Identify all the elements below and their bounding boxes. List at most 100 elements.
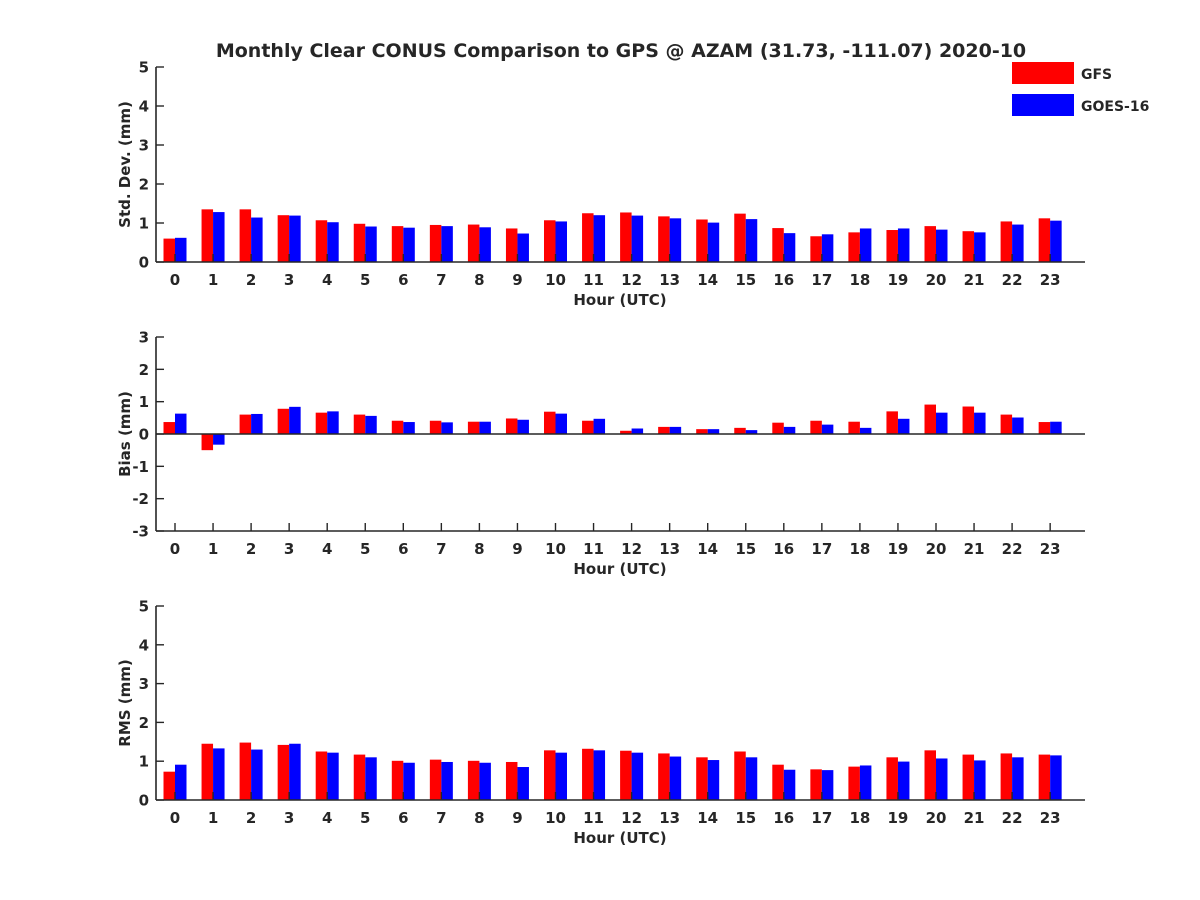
figure-title: Monthly Clear CONUS Comparison to GPS @ … [216, 40, 1026, 62]
bias-x-tick-label: 18 [849, 540, 870, 558]
std-dev-bar-goes16-21 [974, 232, 986, 262]
bias-bar-goes16-4 [327, 411, 339, 434]
rms-bar-gfs-1 [201, 743, 214, 800]
std-dev-bar-gfs-23 [1038, 218, 1051, 262]
std-dev-bar-gfs-17 [810, 236, 822, 262]
std-dev-bar-gfs-8 [467, 224, 480, 262]
rms-x-tick-label: 4 [322, 809, 332, 827]
rms-x-tick-label: 5 [360, 809, 370, 827]
rms-x-tick-label: 16 [773, 809, 794, 827]
bias-bar-goes16-22 [1012, 417, 1024, 434]
bias-bar-goes16-20 [936, 412, 948, 434]
rms-bar-gfs-9 [505, 761, 518, 800]
rms-bar-gfs-15 [734, 751, 746, 800]
std-dev-x-tick-label: 2 [246, 271, 256, 289]
rms-bar-gfs-23 [1038, 754, 1051, 800]
std-dev-x-tick-label: 18 [849, 271, 870, 289]
rms-bar-goes16-18 [859, 765, 872, 800]
std-dev-x-tick-label: 4 [322, 271, 332, 289]
bias-x-tick-label: 3 [284, 540, 294, 558]
rms-bar-goes16-7 [441, 761, 453, 800]
std-dev-x-tick-label: 8 [474, 271, 484, 289]
std-dev-bar-goes16-6 [403, 227, 415, 262]
rms-x-tick-label: 11 [583, 809, 604, 827]
bias-bar-goes16-23 [1050, 421, 1062, 434]
std-dev-bar-gfs-21 [962, 231, 975, 262]
rms-bar-gfs-20 [924, 750, 936, 800]
bias-bar-gfs-15 [734, 427, 746, 434]
bias-y-axis-label: Bias (mm) [116, 391, 134, 477]
std-dev-bar-goes16-9 [517, 233, 529, 262]
rms-bar-goes16-16 [783, 769, 796, 800]
bias-bar-gfs-3 [277, 408, 290, 434]
rms-x-tick-label: 1 [208, 809, 218, 827]
bias-x-tick-label: 17 [811, 540, 832, 558]
rms-bar-goes16-10 [555, 752, 567, 800]
std-dev-bar-goes16-8 [479, 227, 491, 262]
std-dev-bar-goes16-19 [897, 228, 910, 262]
bias-x-tick-label: 21 [964, 540, 985, 558]
std-dev-y-tick-label: 5 [139, 59, 149, 77]
rms-x-tick-label: 19 [888, 809, 909, 827]
bias-y-tick-label: 2 [139, 361, 149, 379]
bias-bar-goes16-10 [555, 413, 567, 434]
rms-y-axis-label: RMS (mm) [116, 659, 134, 746]
bias-bar-goes16-11 [593, 418, 606, 434]
legend-label-goes16: GOES-16 [1081, 99, 1149, 115]
std-dev-y-axis-label: Std. Dev. (mm) [116, 101, 134, 228]
rms-bar-goes16-21 [974, 760, 986, 800]
rms-x-tick-label: 13 [659, 809, 680, 827]
bias-bar-goes16-6 [403, 422, 415, 434]
rms-x-tick-label: 9 [512, 809, 522, 827]
bias-bar-goes16-16 [783, 426, 796, 434]
bias-x-tick-label: 20 [926, 540, 947, 558]
bias-x-tick-label: 15 [735, 540, 756, 558]
bias-y-tick-label: -3 [132, 523, 149, 541]
bias-bar-goes16-14 [707, 429, 720, 434]
std-dev-bar-goes16-7 [441, 226, 453, 262]
rms-bar-goes16-12 [631, 752, 644, 800]
std-dev-x-tick-label: 7 [436, 271, 446, 289]
std-dev-bar-gfs-14 [696, 219, 708, 262]
rms-bar-goes16-3 [289, 743, 301, 800]
rms-bar-goes16-6 [403, 762, 415, 800]
std-dev-bar-goes16-18 [859, 228, 872, 262]
rms-bar-gfs-6 [391, 760, 404, 800]
std-dev-bar-goes16-5 [365, 226, 377, 262]
rms-bar-goes16-8 [479, 762, 491, 800]
bias-bar-goes16-0 [175, 413, 187, 434]
bias-bar-gfs-6 [391, 420, 404, 434]
rms-bar-goes16-13 [669, 756, 682, 800]
rms-bar-goes16-20 [936, 758, 948, 800]
std-dev-bar-gfs-15 [734, 213, 746, 262]
bias-bar-goes16-13 [669, 426, 682, 434]
rms-y-tick-label: 4 [139, 636, 149, 654]
std-dev-bar-goes16-22 [1012, 224, 1024, 262]
bias-x-tick-label: 22 [1002, 540, 1023, 558]
bias-x-tick-label: 10 [545, 540, 566, 558]
std-dev-x-tick-label: 14 [697, 271, 718, 289]
std-dev-x-tick-label: 0 [170, 271, 180, 289]
bias-bar-goes16-19 [897, 418, 910, 434]
rms-x-tick-label: 0 [170, 809, 180, 827]
std-dev-bar-gfs-20 [924, 226, 936, 262]
rms-bar-gfs-14 [696, 757, 708, 800]
bias-bar-goes16-21 [974, 412, 986, 434]
std-dev-x-tick-label: 22 [1002, 271, 1023, 289]
rms-x-tick-label: 12 [621, 809, 642, 827]
rms-bar-goes16-14 [707, 760, 720, 800]
std-dev-bar-gfs-7 [429, 224, 442, 262]
std-dev-bar-goes16-23 [1050, 220, 1062, 262]
bias-x-tick-label: 9 [512, 540, 522, 558]
rms-x-tick-label: 6 [398, 809, 408, 827]
bias-y-tick-label: 1 [139, 393, 149, 411]
rms-y-tick-label: 1 [139, 753, 149, 771]
std-dev-x-tick-label: 21 [964, 271, 985, 289]
rms-x-tick-label: 17 [811, 809, 832, 827]
bias-bar-goes16-17 [821, 424, 834, 434]
std-dev-bar-gfs-16 [772, 228, 784, 262]
bias-y-tick-label: 0 [139, 426, 149, 444]
bias-x-axis-label: Hour (UTC) [573, 560, 666, 578]
